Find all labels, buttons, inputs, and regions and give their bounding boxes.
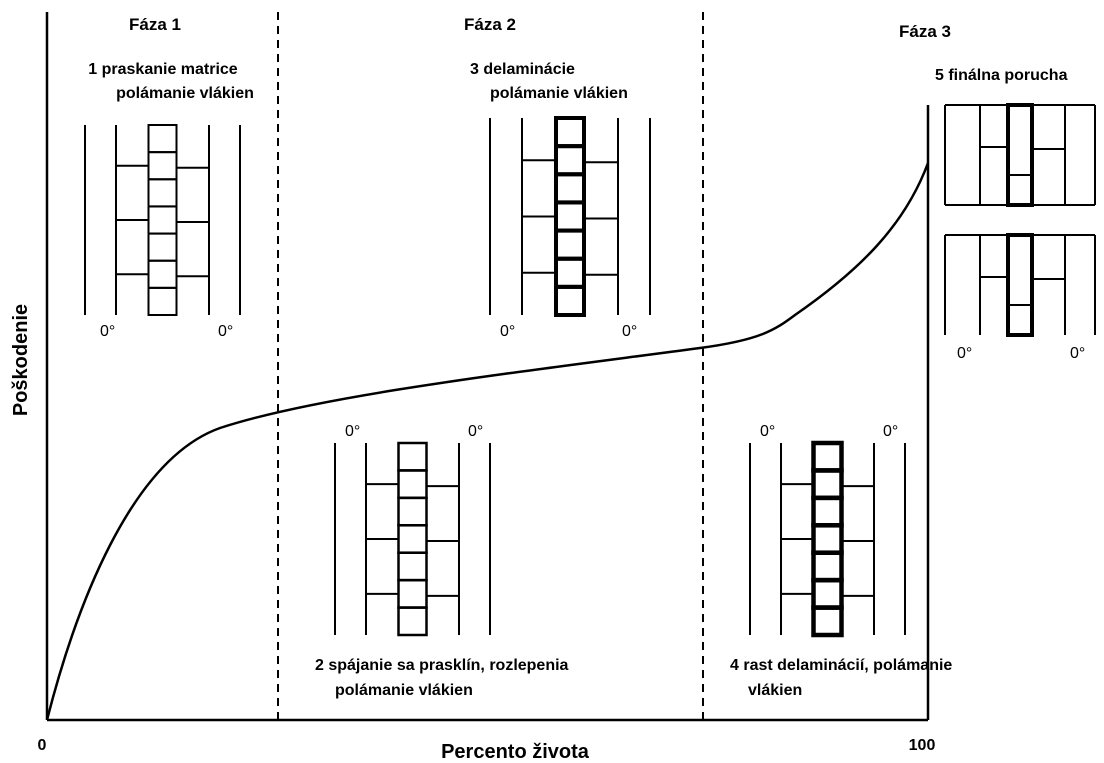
ply-label: 0° (883, 423, 898, 440)
ply-label: 0° (500, 323, 515, 340)
fiber-block (147, 286, 178, 317)
ply-label: 0° (345, 423, 360, 440)
stage-label: 1 praskanie matrice (88, 61, 238, 78)
x-start-label: 0 (38, 737, 47, 754)
phase-title: Fáza 1 (129, 15, 181, 34)
phase-title: Fáza 3 (899, 22, 951, 41)
laminate-sketch (334, 441, 491, 637)
stage-label: polámanie vlákien (116, 85, 254, 102)
stage-label: 4 rast delaminácií, polámanie (730, 657, 952, 674)
fiber-block (554, 284, 586, 318)
ply-label: 0° (760, 423, 775, 440)
stage-label: vlákien (748, 682, 802, 699)
x-end-label: 100 (909, 737, 936, 754)
laminate-sketch (84, 124, 241, 317)
stage-label: 3 delaminácie (470, 61, 575, 78)
y-axis-label: Poškodenie (10, 304, 32, 416)
ply-label: 0° (622, 323, 637, 340)
damage-curve (45, 162, 930, 721)
phase-title: Fáza 2 (464, 15, 516, 34)
ply-label: 0° (468, 423, 483, 440)
stage-label: 2 spájanie sa prasklín, rozlepenia (315, 657, 569, 674)
fiber-block (1006, 233, 1034, 337)
fiber-block (811, 605, 844, 638)
ply-label: 0° (218, 323, 233, 340)
laminate-sketch (944, 103, 1096, 337)
ply-label: 0° (957, 345, 972, 362)
x-axis-label: Percento života (441, 741, 590, 763)
laminate-sketch (749, 440, 906, 638)
ply-label: 0° (1070, 345, 1085, 362)
stage-label: polámanie vlákien (335, 682, 473, 699)
stage-label: polámanie vlákien (490, 85, 628, 102)
stage-label: 5 finálna porucha (935, 67, 1068, 84)
fiber-block (397, 606, 428, 637)
ply-label: 0° (100, 323, 115, 340)
laminate-sketch (489, 116, 651, 318)
